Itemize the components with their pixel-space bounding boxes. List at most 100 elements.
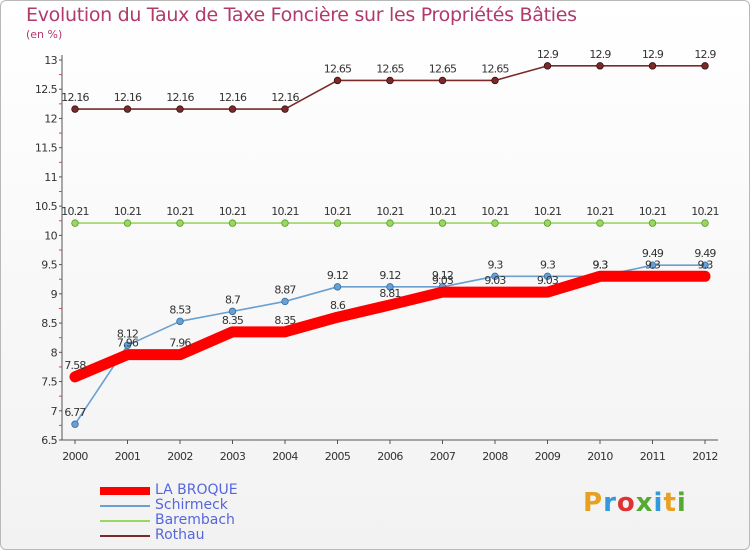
data-point-barembach: [648, 219, 657, 227]
data-point-barembach: [71, 219, 79, 227]
data-label-la-broque: 8.81: [379, 287, 400, 300]
x-tick-label: 2003: [220, 450, 246, 463]
legend-label-la-broque: LA BROQUE: [155, 482, 238, 498]
data-label-rothau: 12.65: [481, 62, 509, 75]
legend-swatch-rothau: [100, 535, 150, 537]
legend-label-barembach: Barembach: [155, 512, 235, 528]
data-label-la-broque: 8.35: [222, 314, 244, 327]
unit-label: (en %): [26, 28, 63, 41]
y-tick-label: 7.5: [41, 376, 57, 389]
data-label-schirmeck: 9.49: [694, 247, 716, 260]
data-label-la-broque: 9.3: [592, 258, 608, 271]
data-label-schirmeck: 8.87: [274, 283, 296, 296]
data-point-rothau: [176, 105, 184, 113]
data-point-rothau: [71, 105, 79, 113]
data-label-la-broque: 7.96: [169, 337, 191, 350]
data-point-schirmeck: [543, 272, 552, 281]
y-tick-label: 13: [44, 54, 57, 67]
data-label-schirmeck: 8.12: [117, 327, 138, 340]
data-point-rothau: [281, 105, 289, 113]
data-point-barembach: [596, 219, 604, 227]
x-tick-label: 2004: [272, 450, 298, 463]
data-label-la-broque: 8.35: [274, 314, 296, 327]
data-label-barembach: 10.21: [639, 205, 667, 218]
data-label-rothau: 12.16: [61, 91, 89, 104]
x-tick-label: 2009: [535, 450, 561, 463]
legend-swatch-la-broque: [100, 487, 150, 495]
data-point-rothau: [701, 62, 709, 70]
data-point-rothau: [438, 76, 447, 85]
data-point-rothau: [123, 105, 132, 113]
data-point-rothau: [386, 76, 394, 85]
x-tick-label: 2006: [377, 450, 403, 463]
data-label-barembach: 10.21: [61, 205, 89, 218]
data-label-schirmeck: 9.49: [642, 247, 664, 260]
data-point-barembach: [123, 219, 132, 227]
x-tick-label: 2005: [325, 450, 351, 463]
y-tick-label: 12.5: [35, 83, 58, 96]
data-point-schirmeck: [228, 307, 237, 316]
data-label-la-broque: 9.3: [645, 258, 661, 271]
data-label-barembach: 10.21: [324, 205, 352, 218]
data-label-schirmeck: 9.3: [540, 258, 556, 271]
logo-letter: t: [663, 488, 677, 518]
y-tick-label: 11.5: [35, 142, 58, 155]
data-label-la-broque: 9.03: [432, 274, 454, 287]
data-label-schirmeck: 8.53: [169, 303, 191, 316]
data-point-schirmeck: [386, 283, 394, 291]
data-point-barembach: [701, 219, 709, 227]
y-tick-label: 8.5: [41, 317, 57, 330]
data-label-barembach: 10.21: [481, 205, 509, 218]
data-point-schirmeck: [176, 317, 184, 326]
data-label-rothau: 12.16: [114, 91, 142, 104]
data-label-la-broque: 9.3: [697, 258, 713, 271]
data-label-la-broque: 7.58: [64, 359, 86, 372]
data-point-schirmeck: [333, 283, 342, 291]
data-point-rothau: [596, 62, 604, 70]
proxiti-logo: Proxiti: [583, 488, 687, 518]
x-tick-label: 2007: [430, 450, 456, 463]
y-tick-label: 9.5: [41, 259, 57, 272]
x-tick-label: 2002: [167, 450, 193, 463]
data-label-schirmeck: 9.3: [592, 258, 608, 271]
data-label-la-broque: 9.03: [484, 274, 506, 287]
data-point-barembach: [386, 219, 394, 227]
y-tick-label: 8: [51, 346, 58, 359]
data-label-schirmeck: 8.7: [225, 293, 241, 306]
chart-title: Evolution du Taux de Taxe Foncière sur l…: [26, 4, 577, 26]
data-point-schirmeck: [123, 341, 132, 349]
y-tick-label: 11: [44, 171, 57, 184]
data-label-barembach: 10.21: [114, 205, 142, 218]
data-point-barembach: [438, 219, 447, 227]
data-label-barembach: 10.21: [429, 205, 457, 218]
legend-label-rothau: Rothau: [155, 527, 205, 543]
data-point-rothau: [491, 76, 499, 85]
data-point-barembach: [281, 219, 289, 227]
data-label-rothau: 12.65: [429, 62, 457, 75]
y-tick-label: 6.5: [41, 434, 57, 447]
logo-letter: r: [603, 488, 617, 518]
data-label-rothau: 12.9: [642, 48, 664, 61]
data-label-rothau: 12.9: [537, 48, 559, 61]
data-point-barembach: [491, 219, 499, 227]
data-label-barembach: 10.21: [271, 205, 299, 218]
legend-swatch-barembach: [100, 520, 150, 522]
data-point-rothau: [333, 76, 342, 85]
y-tick-label: 10.5: [35, 200, 58, 213]
logo-letter: P: [583, 488, 604, 518]
data-label-la-broque: 9.03: [537, 274, 559, 287]
series-line-la-broque: [69, 270, 711, 383]
logo-letter: i: [676, 488, 687, 518]
logo-letter: o: [616, 488, 636, 518]
legend-swatch-schirmeck: [100, 505, 150, 507]
x-tick-label: 2000: [62, 450, 88, 463]
data-label-rothau: 12.9: [589, 48, 611, 61]
data-point-schirmeck: [701, 261, 709, 269]
data-label-rothau: 12.16: [166, 91, 194, 104]
y-tick-label: 7: [51, 405, 58, 418]
data-label-barembach: 10.21: [691, 205, 719, 218]
data-label-barembach: 10.21: [534, 205, 562, 218]
y-tick-label: 10: [44, 229, 57, 242]
data-point-barembach: [333, 219, 342, 227]
data-label-schirmeck: 9.12: [432, 269, 453, 282]
